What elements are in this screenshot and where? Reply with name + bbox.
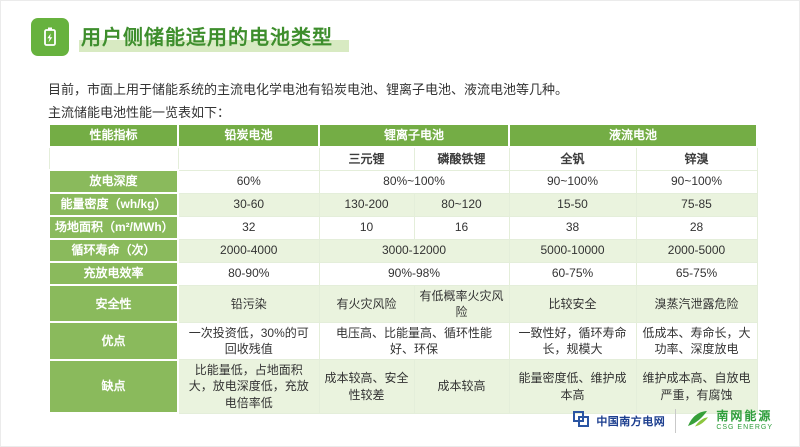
footer-logos: 中国南方电网 南网能源 CSG ENERGY bbox=[572, 406, 773, 436]
table-cell: 溴蒸汽泄露危险 bbox=[635, 284, 758, 323]
col-header-lead-carbon: 铅炭电池 bbox=[177, 123, 320, 148]
csg-logo-text: 中国南方电网 bbox=[596, 416, 666, 428]
table-cell: 60% bbox=[177, 169, 320, 194]
row-label: 放电深度 bbox=[48, 169, 179, 194]
table-cell: 维护成本高、自放电严重，有腐蚀 bbox=[635, 359, 758, 414]
table-cell: 比较安全 bbox=[508, 284, 637, 323]
subheader-vanadium: 全钒 bbox=[508, 146, 637, 171]
table-cell: 有低概率火灾风险 bbox=[413, 284, 510, 323]
table-cell: 80~120 bbox=[413, 192, 510, 217]
table-cell: 32 bbox=[177, 215, 320, 240]
intro-line-1: 目前，市面上用于储能系统的主流电化学电池有铅炭电池、锂离子电池、液流电池等几种。 bbox=[48, 82, 569, 97]
table-cell: 90%-98% bbox=[318, 261, 510, 286]
table-cell: 成本较高 bbox=[413, 359, 510, 414]
table-cell: 16 bbox=[413, 215, 510, 240]
table-cell: 15-50 bbox=[508, 192, 637, 217]
table-row-site-area: 场地面积（m²/MWh） 32 10 16 38 28 bbox=[48, 215, 758, 240]
subheader-lfp: 磷酸铁锂 bbox=[413, 146, 510, 171]
table-cell: 一致性好，循环寿命长，规模大 bbox=[508, 321, 637, 361]
table-cell: 80-90% bbox=[177, 261, 320, 286]
table-cell: 60-75% bbox=[508, 261, 637, 286]
table-cell: 铅污染 bbox=[177, 284, 320, 323]
csg-energy-text-block: 南网能源 CSG ENERGY bbox=[716, 409, 773, 432]
table-cell: 30-60 bbox=[177, 192, 320, 217]
intro-line-2: 主流储能电池性能一览表如下： bbox=[48, 105, 231, 120]
page-title: 用户侧储能适用的电池类型 bbox=[81, 27, 333, 49]
col-header-li-ion: 锂离子电池 bbox=[318, 123, 510, 148]
csg-grid-logo-icon bbox=[572, 410, 590, 433]
table-cell: 一次投资低，30%的可回收残值 bbox=[177, 321, 320, 361]
table-cell: 3000-12000 bbox=[318, 238, 510, 263]
table-cell: 能量密度低、维护成本高 bbox=[508, 359, 637, 414]
csg-logo: 中国南方电网 bbox=[572, 410, 665, 433]
subheader-empty bbox=[48, 146, 179, 171]
csg-energy-name: 南网能源 bbox=[716, 409, 773, 424]
csg-energy-logo: 南网能源 CSG ENERGY bbox=[686, 409, 773, 434]
table-row-energy-density: 能量密度（wh/kg） 30-60 130-200 80~120 15-50 7… bbox=[48, 192, 758, 217]
table-cell: 有火灾风险 bbox=[318, 284, 415, 323]
table-row-efficiency: 充放电效率 80-90% 90%-98% 60-75% 65-75% bbox=[48, 261, 758, 286]
logo-divider bbox=[675, 409, 677, 433]
table-cell: 10 bbox=[318, 215, 415, 240]
row-label: 缺点 bbox=[48, 358, 179, 415]
row-label: 充放电效率 bbox=[48, 261, 179, 286]
col-header-flow: 液流电池 bbox=[508, 123, 758, 148]
row-label: 循环寿命（次） bbox=[48, 238, 179, 263]
table-cell: 电压高、比能量高、循环性能好、环保 bbox=[318, 321, 510, 361]
table-row-advantages: 优点 一次投资低，30%的可回收残值 电压高、比能量高、循环性能好、环保 一致性… bbox=[48, 321, 758, 361]
table-cell: 2000-4000 bbox=[177, 238, 320, 263]
table-cell: 2000-5000 bbox=[635, 238, 758, 263]
table-cell: 成本较高、安全性较差 bbox=[318, 359, 415, 414]
csg-energy-subtitle: CSG ENERGY bbox=[716, 423, 773, 431]
table-cell: 65-75% bbox=[635, 261, 758, 286]
table-cell: 28 bbox=[635, 215, 758, 240]
table-cell: 38 bbox=[508, 215, 637, 240]
table-cell: 90~100% bbox=[508, 169, 637, 194]
table-row-safety: 安全性 铅污染 有火灾风险 有低概率火灾风险 比较安全 溴蒸汽泄露危险 bbox=[48, 283, 758, 324]
title-block: 用户侧储能适用的电池类型 bbox=[79, 17, 349, 56]
row-label: 优点 bbox=[48, 321, 179, 361]
table-cell: 80%~100% bbox=[318, 169, 510, 194]
table-cell: 90~100% bbox=[635, 169, 758, 194]
table-row-discharge-depth: 放电深度 60% 80%~100% 90~100% 90~100% bbox=[48, 169, 758, 194]
table-header-row: 性能指标 铅炭电池 锂离子电池 液流电池 bbox=[48, 123, 758, 148]
col-header-indicator: 性能指标 bbox=[48, 123, 179, 148]
leaf-icon bbox=[686, 409, 710, 434]
table-cell: 130-200 bbox=[318, 192, 415, 217]
row-label: 场地面积（m²/MWh） bbox=[48, 215, 179, 240]
table-cell: 75-85 bbox=[635, 192, 758, 217]
slide-header: 用户侧储能适用的电池类型 bbox=[31, 17, 349, 56]
intro-text: 目前，市面上用于储能系统的主流电化学电池有铅炭电池、锂离子电池、液流电池等几种。… bbox=[48, 81, 568, 127]
subheader-zinc-bromine: 锌溴 bbox=[635, 146, 758, 171]
battery-charging-icon bbox=[31, 17, 69, 56]
table-cell: 5000-10000 bbox=[508, 238, 637, 263]
table-row-cycle-life: 循环寿命（次） 2000-4000 3000-12000 5000-10000 … bbox=[48, 238, 758, 263]
table-row-disadvantages: 缺点 比能量低，占地面积大，放电深度低，充放电倍率低 成本较高、安全性较差 成本… bbox=[48, 358, 758, 415]
row-label: 能量密度（wh/kg） bbox=[48, 192, 179, 217]
title-highlight-bar bbox=[79, 40, 349, 52]
table-subheader-row: 三元锂 磷酸铁锂 全钒 锌溴 bbox=[48, 146, 758, 171]
battery-performance-table: 性能指标 铅炭电池 锂离子电池 液流电池 三元锂 磷酸铁锂 全钒 锌溴 放电深度… bbox=[48, 123, 758, 415]
row-label: 安全性 bbox=[48, 283, 179, 324]
subheader-ternary-lithium: 三元锂 bbox=[318, 146, 415, 171]
table-cell: 低成本、寿命长，大功率、深度放电 bbox=[635, 321, 758, 361]
subheader-empty bbox=[177, 146, 320, 171]
table-cell: 比能量低，占地面积大，放电深度低，充放电倍率低 bbox=[177, 359, 320, 414]
